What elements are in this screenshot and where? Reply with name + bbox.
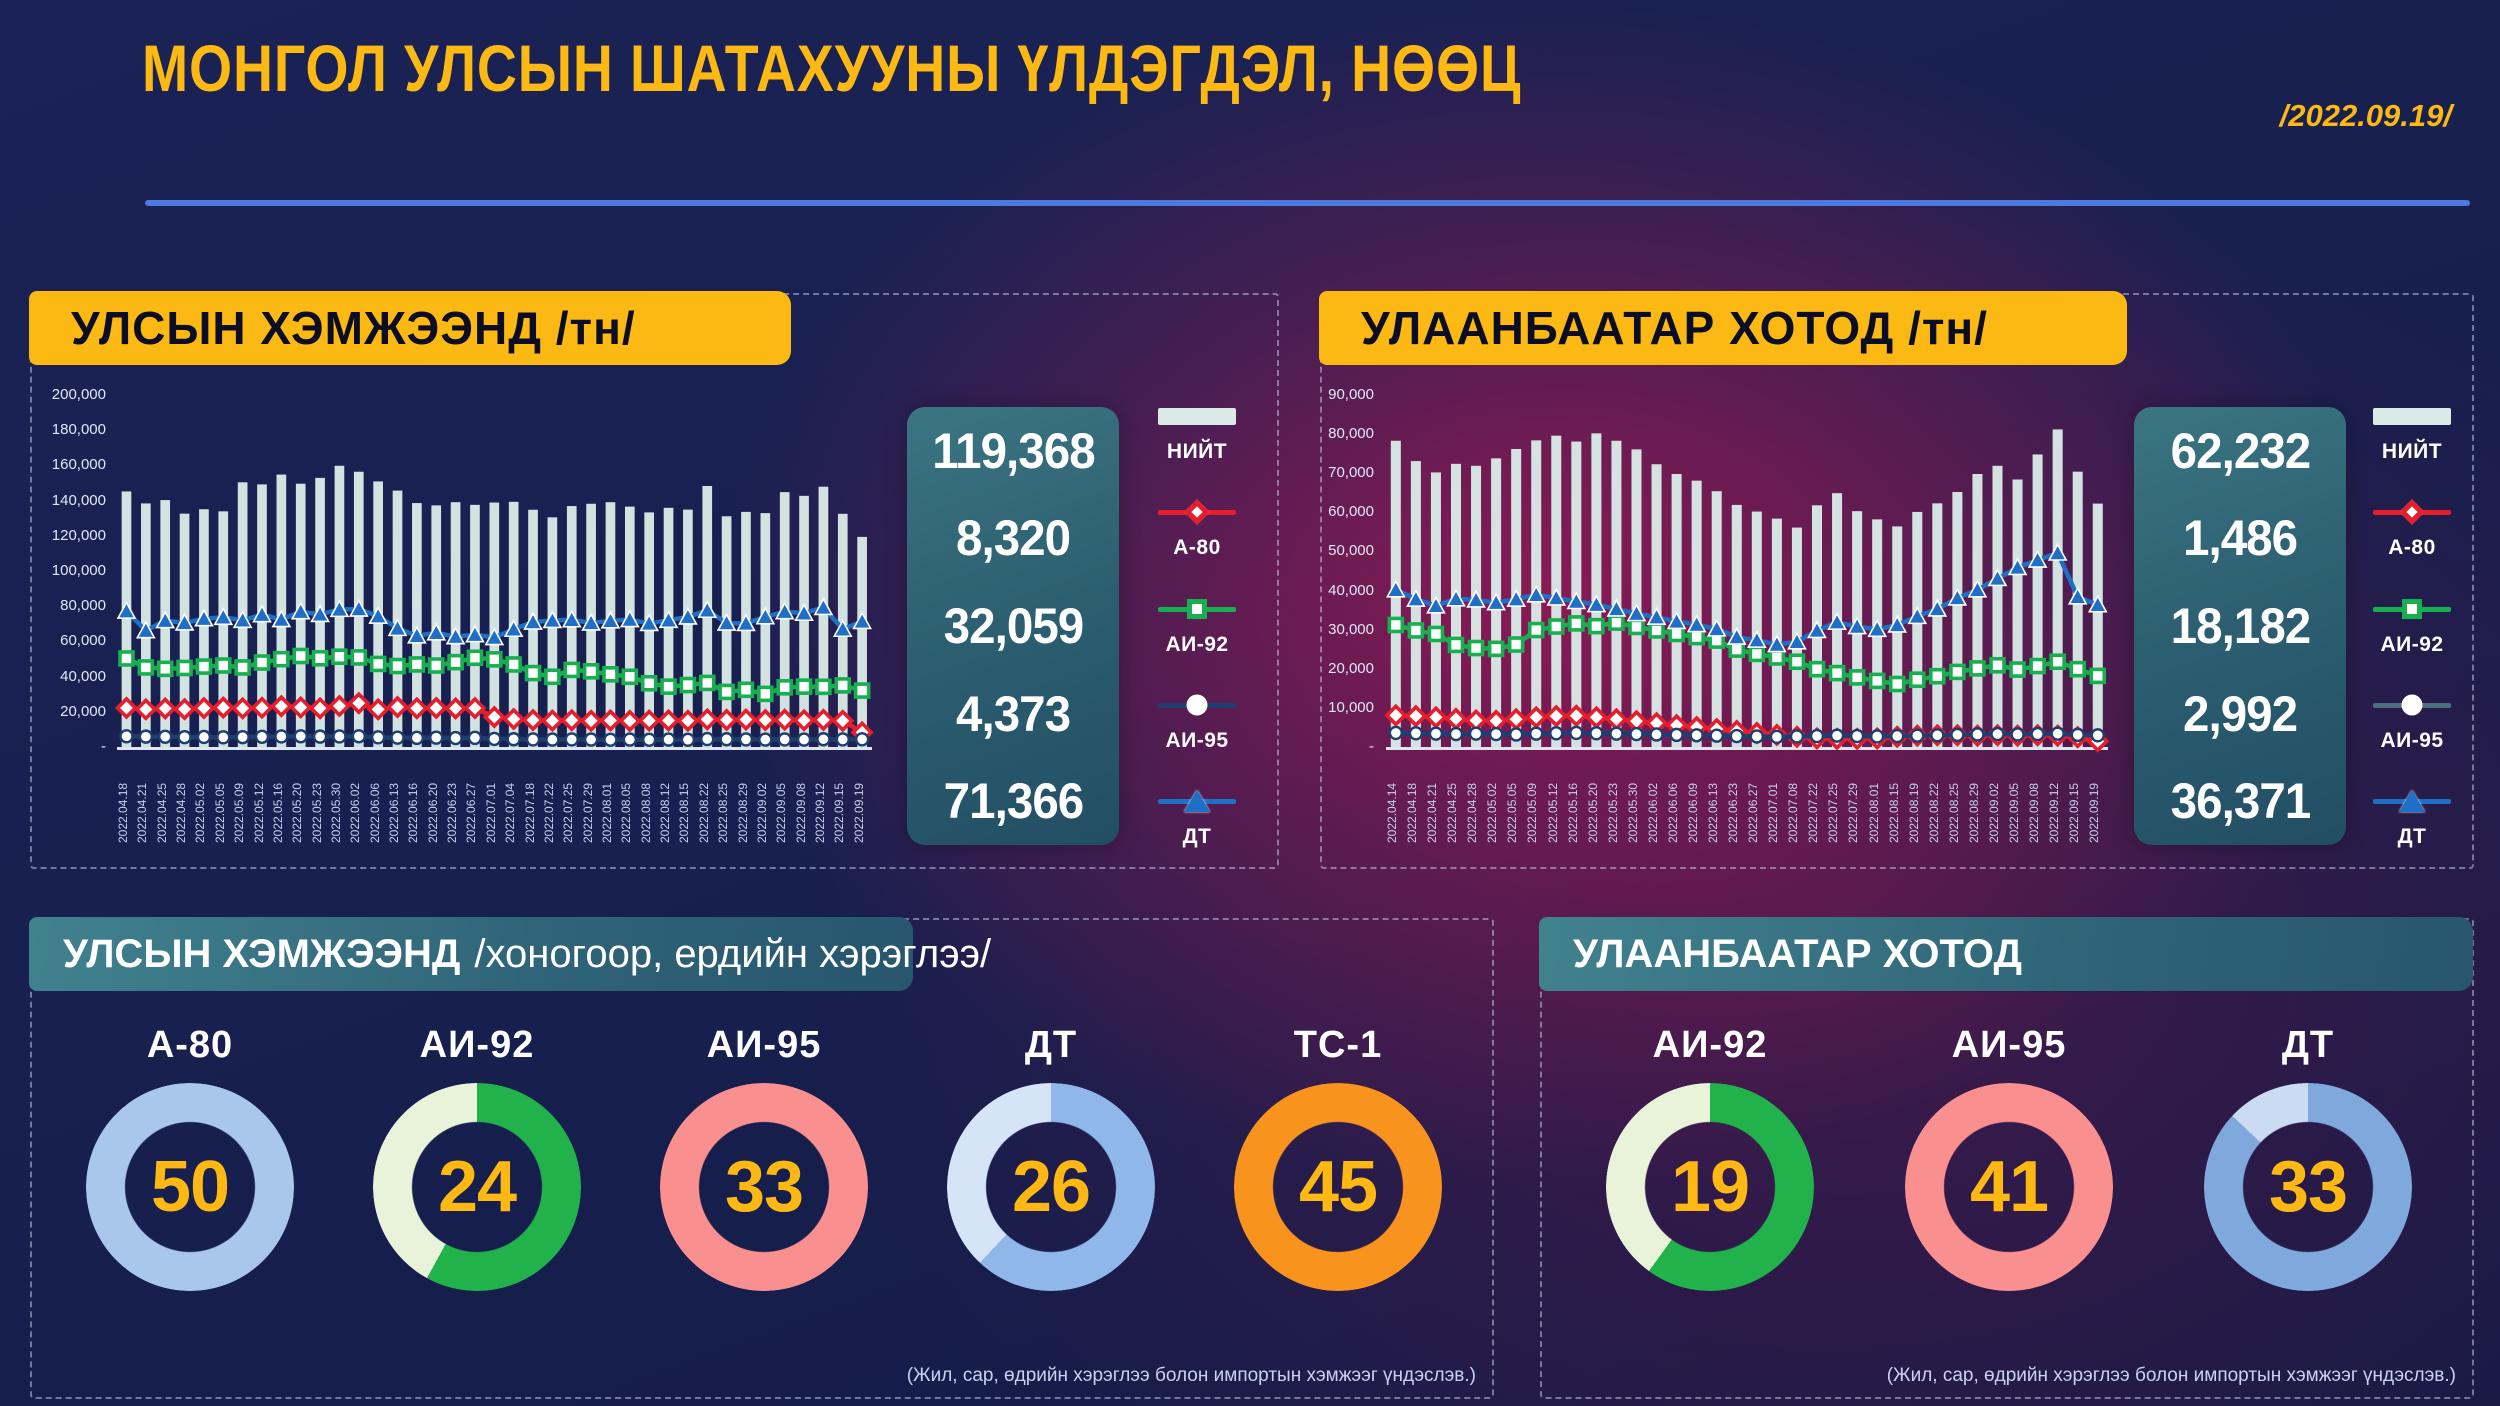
donut-ring-ub-dt [2204, 1083, 2412, 1291]
national-x-axis: 2022.04.18 2022.04.21 2022.04.25 2022.04.28… [116, 782, 866, 843]
donut-value-ub-ai95: 41 [1969, 1147, 2049, 1227]
donut-ts1: ТС-1 45 [1222, 1024, 1454, 1291]
legend-item-ai92: АИ-92 [1158, 592, 1236, 657]
legend-item-niit: НИЙТ [2373, 399, 2451, 464]
donut-ai92: АИ-92 24 [361, 1024, 593, 1291]
circle-marker-icon [2373, 688, 2451, 722]
national-total-a80: 8,320 [955, 510, 1071, 567]
national-legend: НИЙТ А-80 АИ-92 АИ-95 ДТ [1132, 399, 1262, 849]
section-ub-days-header: УЛААНБААТАР ХОТОД [1539, 917, 2473, 991]
report-date: /2022.09.19/ [2279, 98, 2452, 133]
donut-ring-ub-ai92 [1606, 1083, 1814, 1291]
ub-total-niit: 62,232 [2170, 422, 2311, 479]
legend-item-a80: А-80 [1158, 495, 1236, 560]
panel-national-stock: УЛСЫН ХЭМЖЭЭНД /тн/ 200,000 180,000 160,00… [29, 291, 1279, 869]
national-combo-chart [114, 395, 874, 750]
square-marker-icon [1158, 592, 1236, 626]
ub-footnote: (Жил, сар, өдрийн хэрэглээ болон импорты… [1886, 1365, 2456, 1386]
ub-total-dt: 36,371 [2170, 773, 2311, 830]
donut-ai95: АИ-95 33 [648, 1024, 880, 1291]
legend-item-ai95: АИ-95 [1158, 688, 1236, 753]
ub-total-ai95: 2,992 [2182, 685, 2298, 742]
ub-total-ai92: 18,182 [2170, 597, 2311, 654]
diamond-marker-icon [1158, 495, 1236, 529]
triangle-marker-icon [1158, 784, 1236, 818]
national-total-ai92: 32,059 [943, 597, 1084, 654]
total-bar-swatch-icon [1158, 399, 1236, 433]
header-divider [145, 200, 2470, 206]
national-totals-card: 119,368 8,320 32,059 4,373 71,366 [907, 407, 1119, 845]
donut-value-ai95: 33 [724, 1147, 804, 1227]
donut-ring-ai92 [373, 1083, 581, 1291]
donut-value-ub-dt: 33 [2268, 1147, 2348, 1227]
legend-item-niit: НИЙТ [1158, 399, 1236, 464]
section-ub-days: УЛААНБААТАР ХОТОД АИ-92 19 АИ-95 41 ДТ [1539, 917, 2474, 1399]
national-footnote: (Жил, сар, өдрийн хэрэглээ болон импорты… [906, 1365, 1476, 1386]
legend-item-ai95: АИ-95 [2373, 688, 2451, 753]
total-bar-swatch-icon [2373, 399, 2451, 433]
donut-value-ub-ai92: 19 [1670, 1147, 1750, 1227]
donut-value-dt: 26 [1011, 1147, 1091, 1227]
panel-national-header: УЛСЫН ХЭМЖЭЭНД /тн/ [29, 291, 791, 365]
legend-item-dt: ДТ [2373, 784, 2451, 849]
legend-item-ai92: АИ-92 [2373, 592, 2451, 657]
page-title: МОНГОЛ УЛСЫН ШАТАХУУНЫ ҮЛДЭГДЭЛ, НӨӨЦ [142, 31, 1522, 105]
panel-ub-header: УЛААНБААТАР ХОТОД /тн/ [1319, 291, 2127, 365]
ub-legend: НИЙТ А-80 АИ-92 АИ-95 ДТ [2358, 399, 2466, 849]
ub-y-axis: 90,000 80,000 70,000 60,000 50,000 40,000 30,0… [1328, 386, 1374, 755]
donut-value-ai92: 24 [437, 1147, 517, 1227]
donut-ub-dt: ДТ 33 [2192, 1024, 2424, 1291]
legend-item-dt: ДТ [1158, 784, 1236, 849]
donut-dt: ДТ 26 [935, 1024, 1167, 1291]
square-marker-icon [2373, 592, 2451, 626]
donut-ring-ai95 [660, 1083, 868, 1291]
donut-a80: А-80 50 [74, 1024, 306, 1291]
section-national-days-header: УЛСЫН ХЭМЖЭЭНД /хоногоор, ердийн хэрэглэ… [29, 917, 991, 991]
donut-value-ts1: 45 [1298, 1147, 1378, 1227]
panel-ulaanbaatar-stock: УЛААНБААТАР ХОТОД /тн/ 90,000 80,000 70,00… [1319, 291, 2474, 869]
legend-item-a80: А-80 [2373, 495, 2451, 560]
national-total-ai95: 4,373 [955, 685, 1071, 742]
section-national-days: УЛСЫН ХЭМЖЭЭНД /хоногоор, ердийн хэрэглэ… [29, 917, 1494, 1399]
ub-combo-chart [1384, 395, 2110, 753]
donut-value-a80: 50 [150, 1147, 230, 1227]
national-y-axis: 200,000 180,000 160,000 140,000 120,000 100,0… [51, 386, 106, 755]
donut-ub-ai95: АИ-95 41 [1893, 1024, 2125, 1291]
circle-marker-icon [1158, 688, 1236, 722]
ub-totals-card: 62,232 1,486 18,182 2,992 36,371 [2134, 407, 2346, 845]
ub-donut-row: АИ-92 19 АИ-95 41 ДТ 33 [1542, 1024, 2472, 1291]
ub-x-axis: 2022.04.14 2022.04.18 2022.04.21 2022.04.25… [1385, 782, 2102, 843]
donut-ub-ai92: АИ-92 19 [1594, 1024, 1826, 1291]
donut-ring-a80 [86, 1083, 294, 1291]
diamond-marker-icon [2373, 495, 2451, 529]
donut-ring-dt [947, 1083, 1155, 1291]
ub-total-a80: 1,486 [2182, 510, 2298, 567]
national-total-niit: 119,368 [931, 422, 1095, 479]
donut-ring-ts1 [1234, 1083, 1442, 1291]
donut-ring-ub-ai95 [1905, 1083, 2113, 1291]
national-donut-row: А-80 50 АИ-92 24 АИ-95 33 [32, 1024, 1492, 1291]
national-total-dt: 71,366 [943, 773, 1084, 830]
triangle-marker-icon [2373, 784, 2451, 818]
